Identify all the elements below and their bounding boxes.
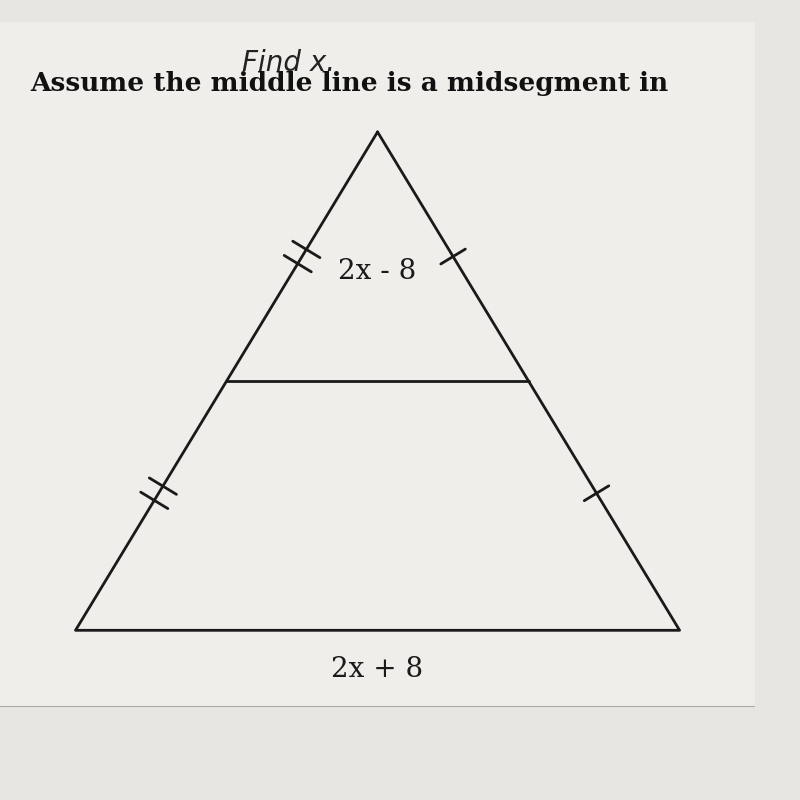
Text: Assume the middle line is a midsegment in: Assume the middle line is a midsegment i… xyxy=(30,70,669,96)
Text: 2x - 8: 2x - 8 xyxy=(338,258,417,285)
Text: Find x.: Find x. xyxy=(242,49,334,77)
Text: 2x + 8: 2x + 8 xyxy=(331,656,424,683)
